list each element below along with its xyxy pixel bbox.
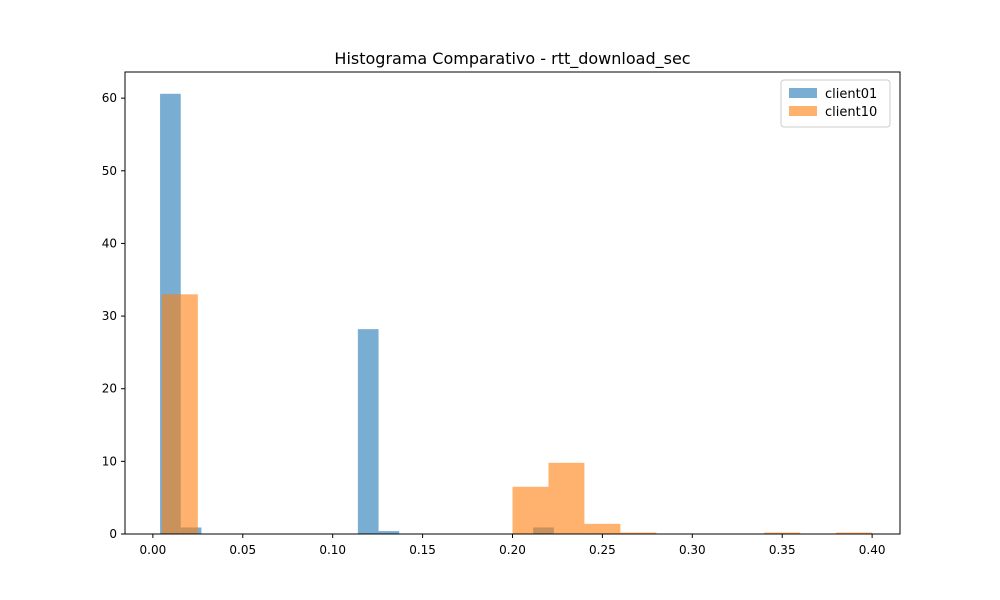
x-tick-label: 0.25: [589, 543, 616, 557]
x-tick-label: 0.30: [679, 543, 706, 557]
x-tick-label: 0.10: [319, 543, 346, 557]
bar-client10-6: [836, 532, 873, 534]
legend: client01 client10: [780, 79, 891, 128]
y-tick-label: 50: [102, 164, 117, 178]
x-tick-label: 0.00: [140, 543, 167, 557]
bar-client10-0: [161, 294, 198, 534]
x-tick-label: 0.20: [499, 543, 526, 557]
bar-client10-4: [620, 532, 657, 534]
y-axis: 0 10 20 30 40 50 60: [102, 91, 125, 541]
x-tick-label: 0.40: [859, 543, 886, 557]
bar-client10-1: [512, 486, 549, 534]
x-tick-label: 0.15: [409, 543, 436, 557]
legend-swatch-client01: [789, 88, 817, 98]
y-tick-label: 20: [102, 382, 117, 396]
legend-label-client01: client01: [825, 87, 877, 102]
y-tick-label: 40: [102, 236, 117, 250]
bar-client01-3: [378, 531, 400, 534]
x-tick-label: 0.35: [769, 543, 796, 557]
bar-client10-2: [548, 462, 585, 534]
y-tick-label: 10: [102, 454, 117, 468]
y-tick-label: 60: [102, 91, 117, 105]
chart-title: Histograma Comparativo - rtt_download_se…: [334, 49, 690, 69]
bar-client10-3: [584, 523, 621, 534]
bars-layer: [160, 93, 873, 534]
legend-label-client10: client10: [825, 105, 877, 120]
y-tick-label: 0: [109, 527, 117, 541]
legend-swatch-client10: [789, 106, 817, 116]
x-tick-label: 0.05: [229, 543, 256, 557]
bar-client01-2: [357, 329, 379, 534]
y-tick-label: 30: [102, 309, 117, 323]
bar-client10-5: [764, 532, 801, 534]
x-axis: 0.00 0.05 0.10 0.15 0.20 0.25 0.30 0.35 0.40: [140, 534, 886, 557]
